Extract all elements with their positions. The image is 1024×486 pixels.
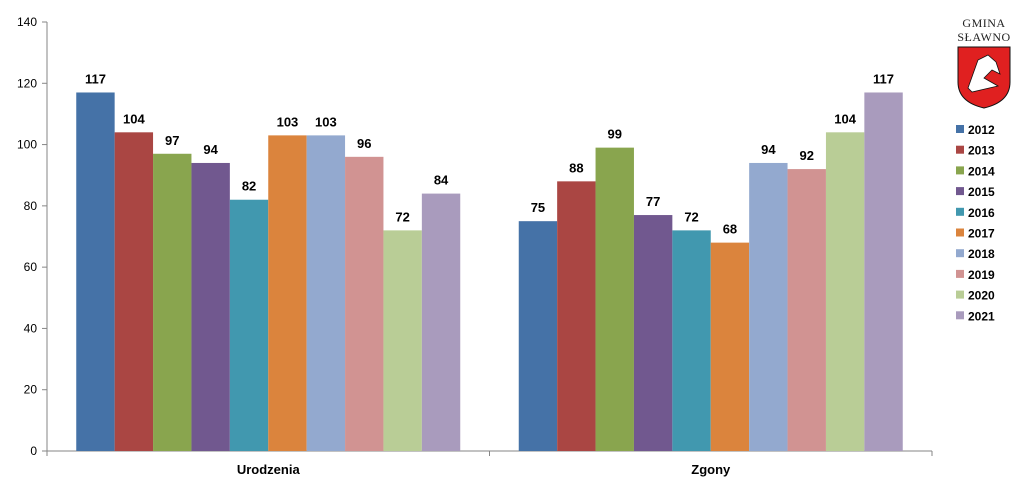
bar-2020-urodzenia	[383, 230, 422, 451]
y-tick-label: 100	[17, 138, 37, 152]
data-label: 104	[123, 111, 145, 126]
x-category-label: Urodzenia	[237, 462, 301, 477]
legend-label: 2016	[968, 206, 995, 220]
y-tick-label: 60	[24, 260, 38, 274]
chart-legend: 2012 2013 2014 2015 2016 2017 2018 2019 2020 2021	[956, 123, 995, 323]
data-label: 68	[723, 222, 737, 237]
bar-2015-urodzenia	[191, 162, 230, 451]
data-label: 75	[531, 200, 545, 215]
y-tick-label: 0	[30, 444, 37, 458]
legend-swatch	[956, 166, 964, 175]
bar-2018-zgony	[749, 162, 788, 451]
bar-2015-zgony	[633, 215, 673, 451]
legend-label: 2018	[968, 247, 995, 261]
bar-2013-urodzenia	[114, 132, 154, 452]
data-label: 72	[395, 209, 409, 224]
chart-bars	[76, 92, 903, 452]
legend-swatch	[956, 228, 964, 237]
data-label: 88	[569, 160, 583, 175]
data-label: 103	[315, 114, 337, 129]
logo-text-line1: GMINA	[962, 16, 1005, 30]
data-label: 117	[873, 71, 894, 86]
legend-label: 2012	[968, 123, 995, 137]
bar-2014-urodzenia	[153, 153, 192, 451]
bar-2019-zgony	[787, 169, 826, 452]
bar-2021-urodzenia	[421, 193, 461, 451]
bar-2020-zgony	[825, 132, 865, 452]
legend-swatch	[956, 187, 964, 196]
bar-2012-urodzenia	[76, 92, 115, 451]
gmina-logo: GMINA SŁAWNO	[957, 16, 1011, 109]
data-label: 104	[834, 111, 856, 126]
y-tick-label: 80	[24, 199, 38, 213]
data-label: 117	[85, 71, 106, 86]
legend-label: 2021	[968, 309, 995, 323]
legend-swatch	[956, 207, 964, 216]
legend-label: 2017	[968, 227, 995, 241]
legend-swatch	[956, 125, 964, 133]
y-tick-label: 120	[17, 76, 37, 90]
y-tick-label: 20	[24, 383, 38, 397]
griffin-icon	[967, 54, 1001, 93]
legend-swatch	[956, 145, 964, 154]
data-label: 82	[242, 179, 256, 194]
bar-2016-zgony	[672, 230, 711, 451]
data-label: 84	[434, 173, 449, 188]
y-tick-label: 140	[17, 15, 37, 29]
data-label: 94	[761, 142, 776, 157]
legend-label: 2020	[968, 289, 995, 303]
legend-label: 2013	[968, 144, 995, 158]
bar-2017-urodzenia	[268, 135, 307, 451]
data-label: 94	[203, 142, 218, 157]
bar-2017-zgony	[710, 242, 750, 451]
data-label: 72	[684, 209, 698, 224]
legend-swatch	[956, 249, 964, 258]
legend-swatch	[956, 290, 964, 299]
legend-swatch	[956, 269, 964, 278]
bar-2014-zgony	[595, 147, 634, 451]
legend-label: 2019	[968, 268, 995, 282]
data-label: 96	[357, 136, 371, 151]
bar-2016-urodzenia	[229, 199, 269, 451]
legend-label: 2014	[968, 164, 995, 178]
bar-2019-urodzenia	[345, 156, 384, 452]
logo-text-line2: SŁAWNO	[957, 30, 1010, 44]
data-label: 99	[608, 127, 622, 142]
bar-2013-zgony	[557, 181, 596, 452]
bar-2021-zgony	[864, 92, 903, 451]
data-label: 92	[800, 148, 814, 163]
data-label: 77	[646, 194, 660, 209]
bar-2012-zgony	[518, 221, 558, 451]
data-label: 97	[165, 133, 179, 148]
legend-swatch	[956, 311, 964, 320]
chart-data-labels: 117 104 97 94 82 103 103 96 72 84 75 88 99 77 72 68 94 92…	[85, 71, 894, 236]
x-category-label: Zgony	[691, 462, 731, 477]
bar-2018-urodzenia	[306, 135, 346, 451]
data-label: 103	[277, 114, 299, 129]
legend-label: 2015	[968, 185, 995, 199]
y-tick-label: 40	[24, 321, 38, 335]
